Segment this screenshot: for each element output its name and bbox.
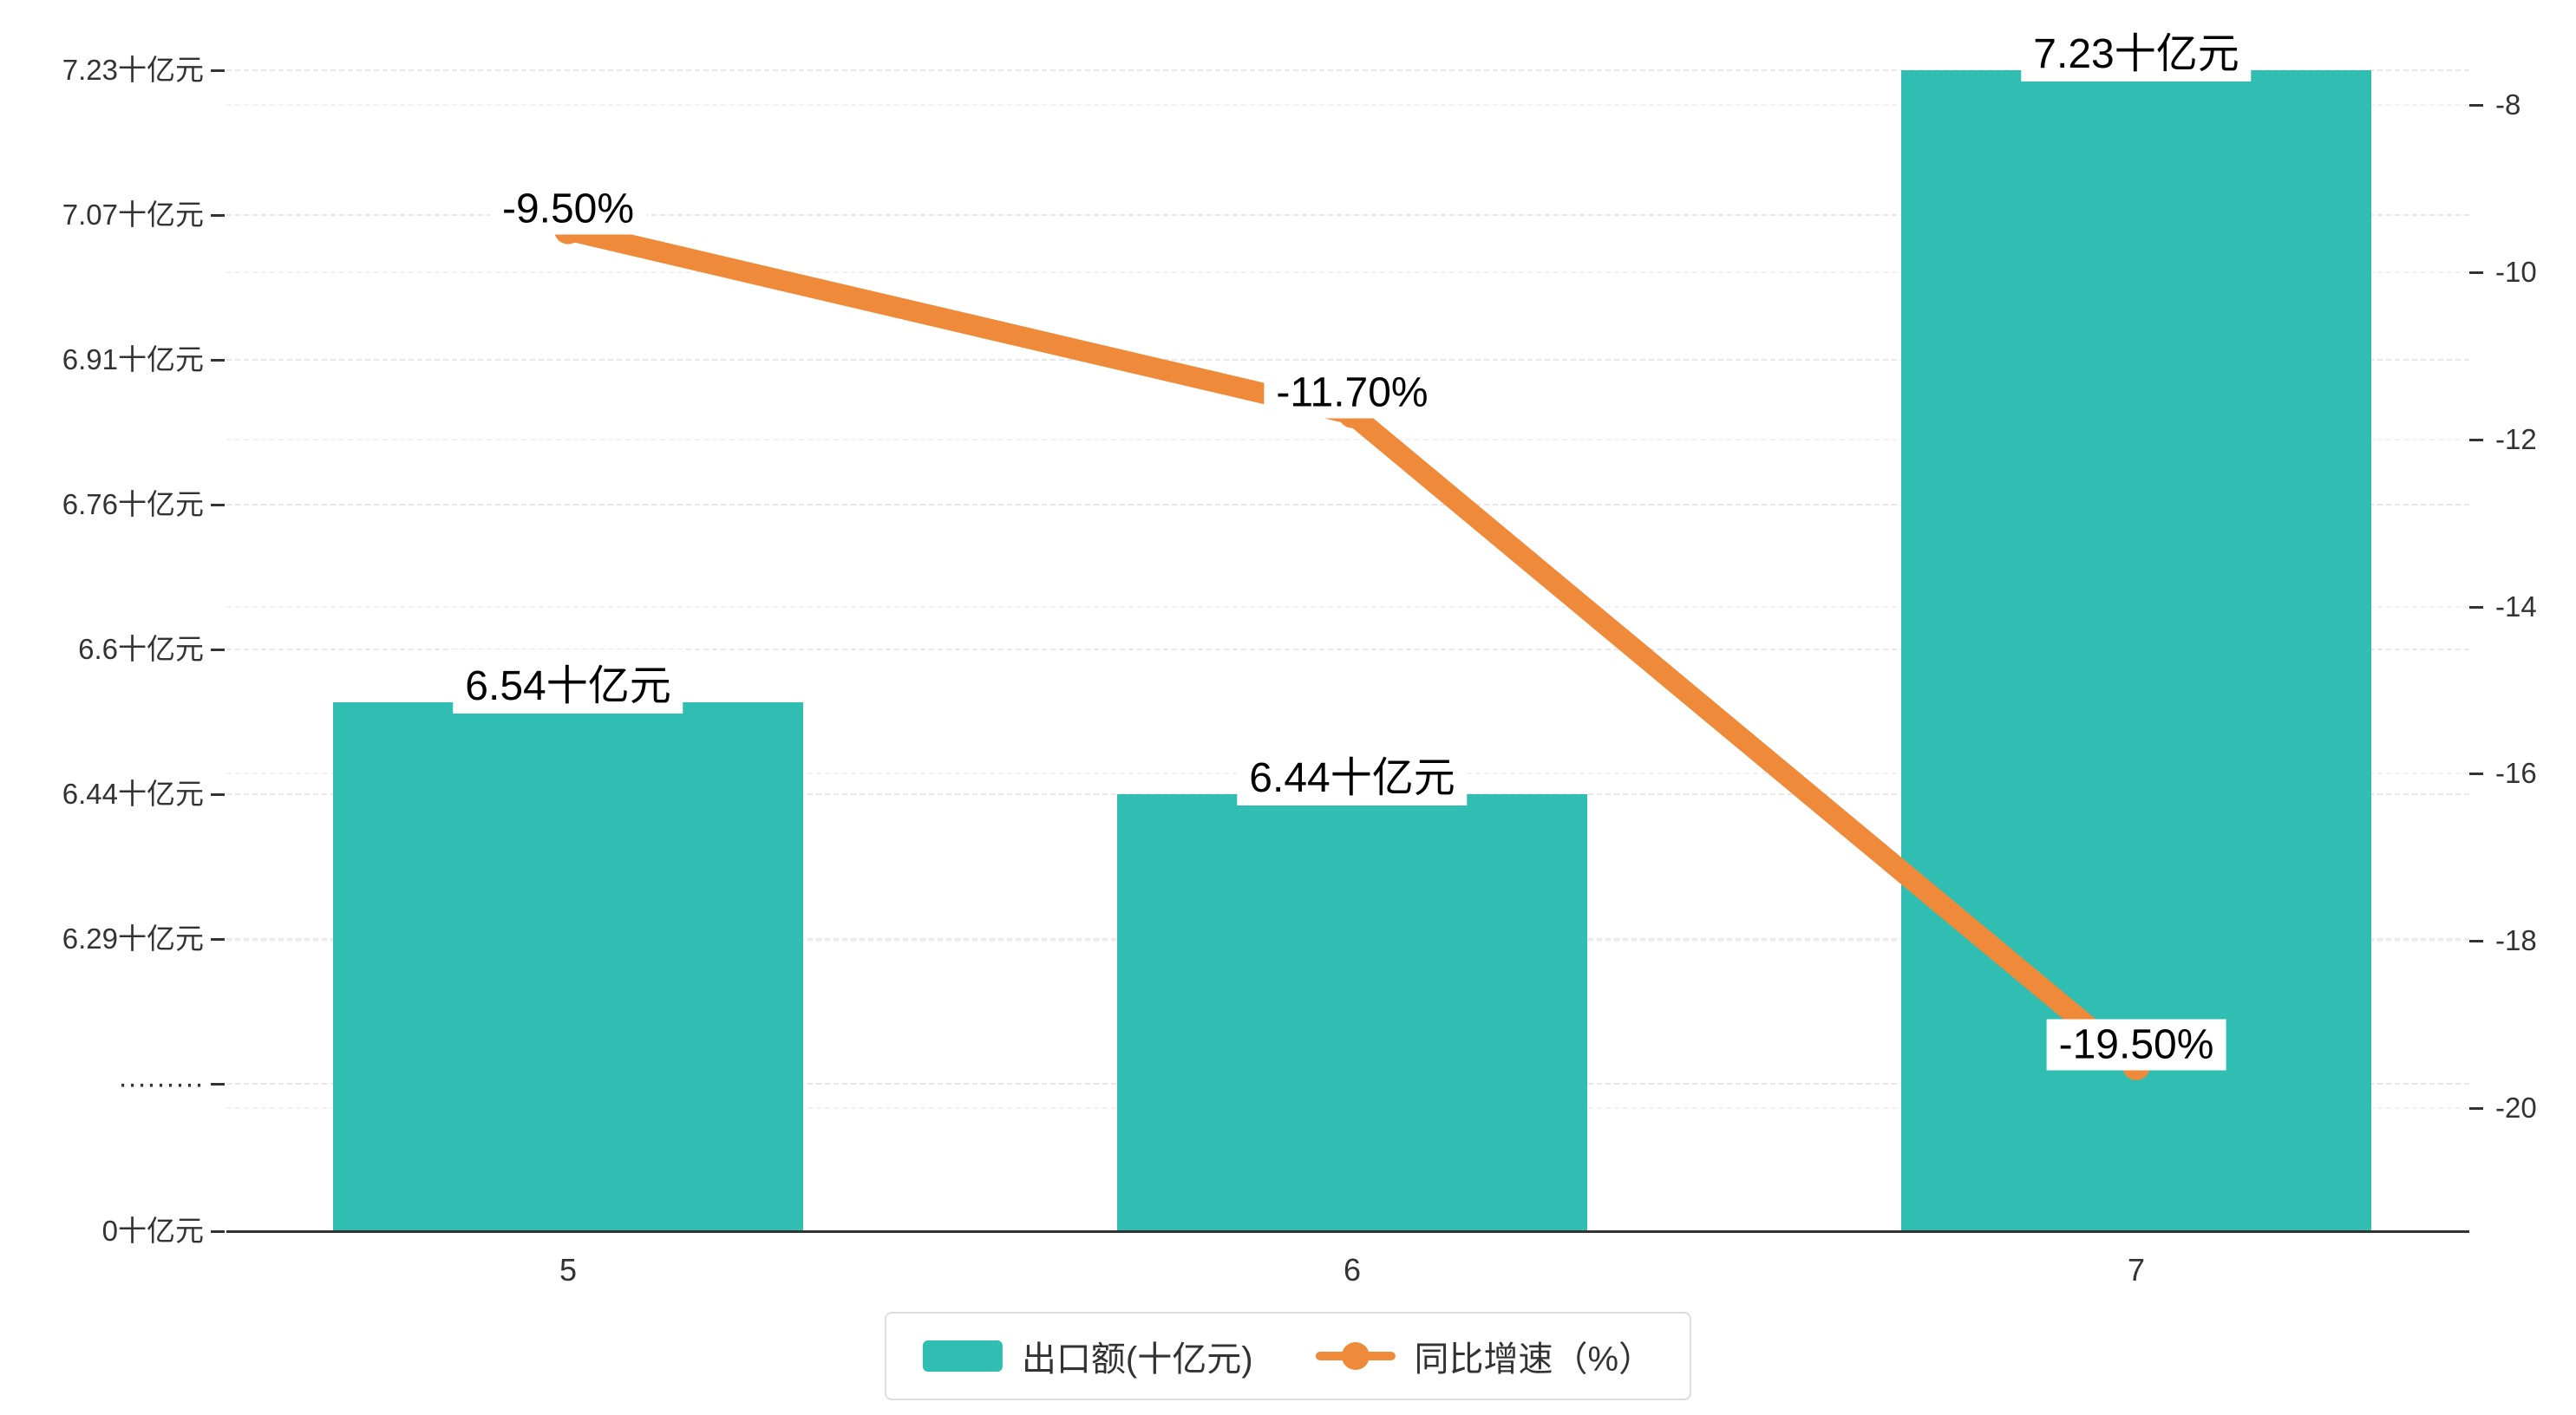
left-axis-tick-mark [211,504,225,506]
legend-item-growth[interactable]: 同比增速（%） [1315,1331,1654,1381]
line-value-label: -19.50% [2046,1019,2226,1071]
right-axis-tick-label: -14 [2495,590,2537,623]
left-axis-tick-label: 6.76十亿元 [62,488,204,520]
right-axis-tick-mark [2469,271,2483,274]
right-axis-tick-mark [2469,606,2483,609]
line-marker-icon [1315,1340,1396,1372]
left-axis-tick-mark [211,649,225,651]
left-axis-tick-label: 6.44十亿元 [62,778,204,810]
x-axis-label: 6 [1343,1252,1362,1288]
right-axis-tick-label: -8 [2495,88,2521,121]
left-axis-tick-label: 7.23十亿元 [62,54,204,86]
bar-value-label: 6.44十亿元 [1237,741,1468,805]
left-axis-tick-mark [211,359,225,362]
right-axis-tick-label: -16 [2495,757,2537,789]
right-axis-tick-mark [2469,773,2483,775]
right-axis-tick-label: -18 [2495,924,2537,956]
legend-item-export[interactable]: 出口额(十亿元) [922,1331,1253,1381]
left-axis-tick-mark [211,69,225,72]
left-axis-tick-label: 0十亿元 [101,1215,204,1247]
right-axis-tick-label: -12 [2495,423,2537,455]
left-axis-tick-label: 6.6十亿元 [78,633,204,665]
left-axis-tick-label: 6.91十亿元 [62,343,204,375]
left-axis-tick-label: ········· [118,1067,204,1099]
gridline [226,69,2469,71]
right-axis-tick-mark [2469,439,2483,441]
gridline-secondary [226,104,2469,106]
left-axis-tick-mark [211,938,225,941]
legend: 出口额(十亿元) 同比增速（%） [884,1312,1692,1400]
left-axis-tick-mark [211,214,225,217]
bar-value-label: 6.54十亿元 [453,649,683,714]
right-axis-tick-mark [2469,940,2483,942]
right-axis-tick-mark [2469,104,2483,107]
x-axis-label: 7 [2127,1252,2146,1288]
left-axis-tick-mark [211,1083,225,1086]
right-axis-tick-label: -10 [2495,256,2537,288]
left-axis-tick-mark [211,793,225,796]
bar-value-label: 7.23十亿元 [2021,17,2252,82]
gridline [226,214,2469,216]
line-marker-dot [1341,1342,1370,1370]
x-axis-label: 5 [559,1252,578,1288]
left-axis-tick-label: 6.29十亿元 [62,923,204,955]
legend-label-growth: 同比增速（%） [1414,1340,1654,1379]
right-axis-tick-label: -20 [2495,1092,2537,1124]
line-value-label: -9.50% [489,183,647,235]
bar-swatch-icon [922,1340,1003,1372]
legend-label-export: 出口额(十亿元) [1021,1340,1253,1379]
line-value-label: -11.70% [1264,367,1441,419]
left-axis-tick-label: 7.07十亿元 [62,199,204,231]
right-axis-tick-mark [2469,1107,2483,1110]
x-axis-line [226,1230,2469,1233]
left-axis-tick-mark [211,1230,225,1233]
